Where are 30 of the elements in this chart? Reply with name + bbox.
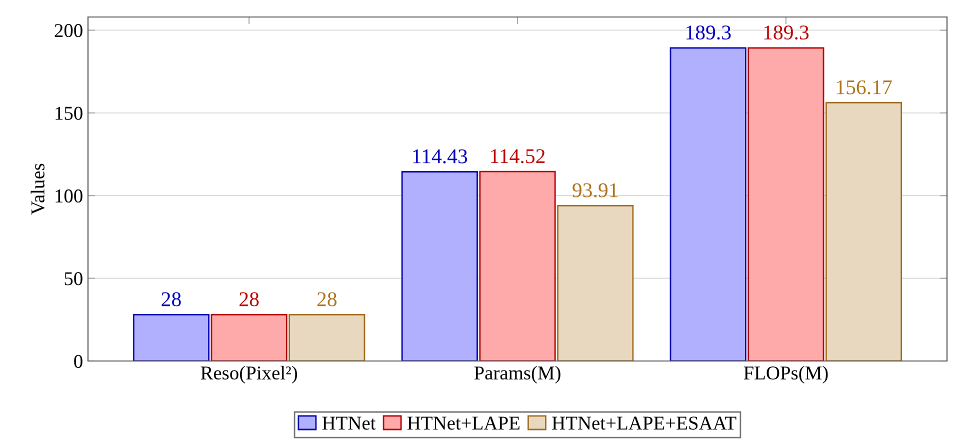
x-tick-label: FLOPs(M): [744, 366, 828, 384]
bar: [826, 102, 902, 361]
y-tick-label: 100: [56, 189, 82, 203]
x-tick-label: Reso(Pixel²): [200, 366, 298, 384]
data-label: 189.3: [764, 25, 809, 40]
bar: [132, 314, 210, 361]
data-label: 156.17: [836, 80, 892, 94]
bar: [557, 204, 634, 361]
legend-label: HTNet: [322, 416, 376, 430]
data-label: 114.43: [413, 149, 468, 164]
data-label: 93.91: [572, 183, 618, 198]
y-tick-label: 50: [64, 272, 82, 286]
data-label: 189.3: [686, 25, 731, 40]
legend-label: HTNet+LAPE: [407, 416, 520, 430]
legend-label: HTNet+LAPE+ESAAT: [552, 416, 736, 430]
y-axis-title: Values: [30, 164, 45, 215]
x-tick-label: Params(M): [474, 366, 560, 384]
bar: [288, 314, 366, 361]
data-label: 28: [240, 292, 259, 306]
data-label: 114.52: [491, 149, 545, 164]
data-label: 28: [317, 292, 337, 306]
bar: [401, 171, 478, 361]
bar: [670, 47, 746, 361]
bar: [748, 47, 824, 361]
bar: [210, 314, 288, 361]
bar: [479, 170, 556, 361]
y-tick-label: 200: [54, 24, 82, 38]
data-label: 28: [162, 292, 181, 306]
y-tick-label: 150: [56, 106, 82, 120]
y-tick-label: 0: [74, 354, 82, 368]
